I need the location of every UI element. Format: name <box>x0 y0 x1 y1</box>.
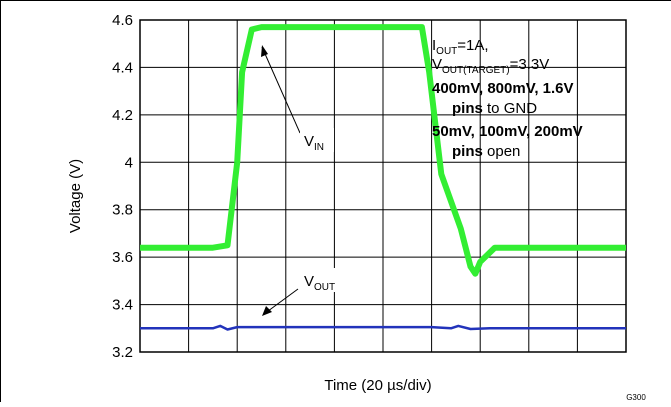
condition-iout-main: I <box>432 37 436 54</box>
vin-series-line <box>140 24 626 277</box>
vin-label-bg <box>300 128 334 152</box>
vin-arrow <box>261 46 301 134</box>
y-tick-label: 3.8 <box>112 202 133 219</box>
figure-id: G300 <box>626 393 646 402</box>
vin-label-sub: IN <box>314 142 324 153</box>
y-tick-label: 3.4 <box>112 297 133 314</box>
vin-label-main: V <box>304 133 314 150</box>
conditions-annotation: IOUT=1A, VOUT(TARGET)=3.3V 400mV, 800mV,… <box>432 37 583 160</box>
condition-pins-open-bold: pins <box>452 143 483 160</box>
condition-pins-open-list: 50mV, 100mV, 200mV <box>432 123 583 140</box>
vout-series-line <box>140 324 626 331</box>
vout-label-main: V <box>304 273 314 290</box>
y-tick-label: 3.2 <box>112 344 133 361</box>
y-tick-label: 4.6 <box>112 12 133 29</box>
grid-lines <box>140 20 626 352</box>
condition-pins-gnd-list: 400mV, 800mV, 1.6V <box>432 80 574 97</box>
vout-label-sub: OUT <box>314 282 335 293</box>
vout-label-text: VOUT <box>304 273 335 293</box>
series-lines <box>140 24 626 331</box>
vin-arrowhead <box>261 45 268 57</box>
plot-area <box>139 19 627 353</box>
x-axis-label: Time (20 µs/div) <box>324 377 431 394</box>
condition-pins-gnd-bold: pins <box>452 100 483 117</box>
vin-label-text: VIN <box>304 133 324 153</box>
condition-vout-value: =3.3V <box>510 56 550 73</box>
vout-arrowhead <box>262 306 272 316</box>
condition-iout-value: =1A, <box>457 37 488 54</box>
condition-pins-gnd: pins to GND <box>452 100 537 117</box>
condition-iout: IOUT=1A, <box>432 37 489 57</box>
condition-pins-gnd-rest: to GND <box>483 100 537 117</box>
vout-label-bg <box>300 268 348 292</box>
y-tick-label: 4 <box>125 154 133 171</box>
y-tick-label: 4.4 <box>112 59 133 76</box>
condition-pins-open-rest: open <box>483 143 521 160</box>
condition-vout-sub: OUT(TARGET) <box>442 65 510 76</box>
vout-label: VOUT <box>262 268 348 316</box>
y-axis-ticks: 3.2 3.4 3.6 3.8 4 4.2 4.4 4.6 <box>112 12 133 361</box>
condition-vout-main: V <box>432 56 442 73</box>
condition-iout-sub: OUT <box>436 46 457 57</box>
condition-pins-open: pins open <box>452 143 520 160</box>
y-tick-label: 3.6 <box>112 249 133 266</box>
vin-label: VIN <box>261 45 334 153</box>
condition-vout-target: VOUT(TARGET)=3.3V <box>432 56 549 76</box>
y-tick-label: 4.2 <box>112 107 133 124</box>
y-axis-label: Voltage (V) <box>67 159 84 233</box>
